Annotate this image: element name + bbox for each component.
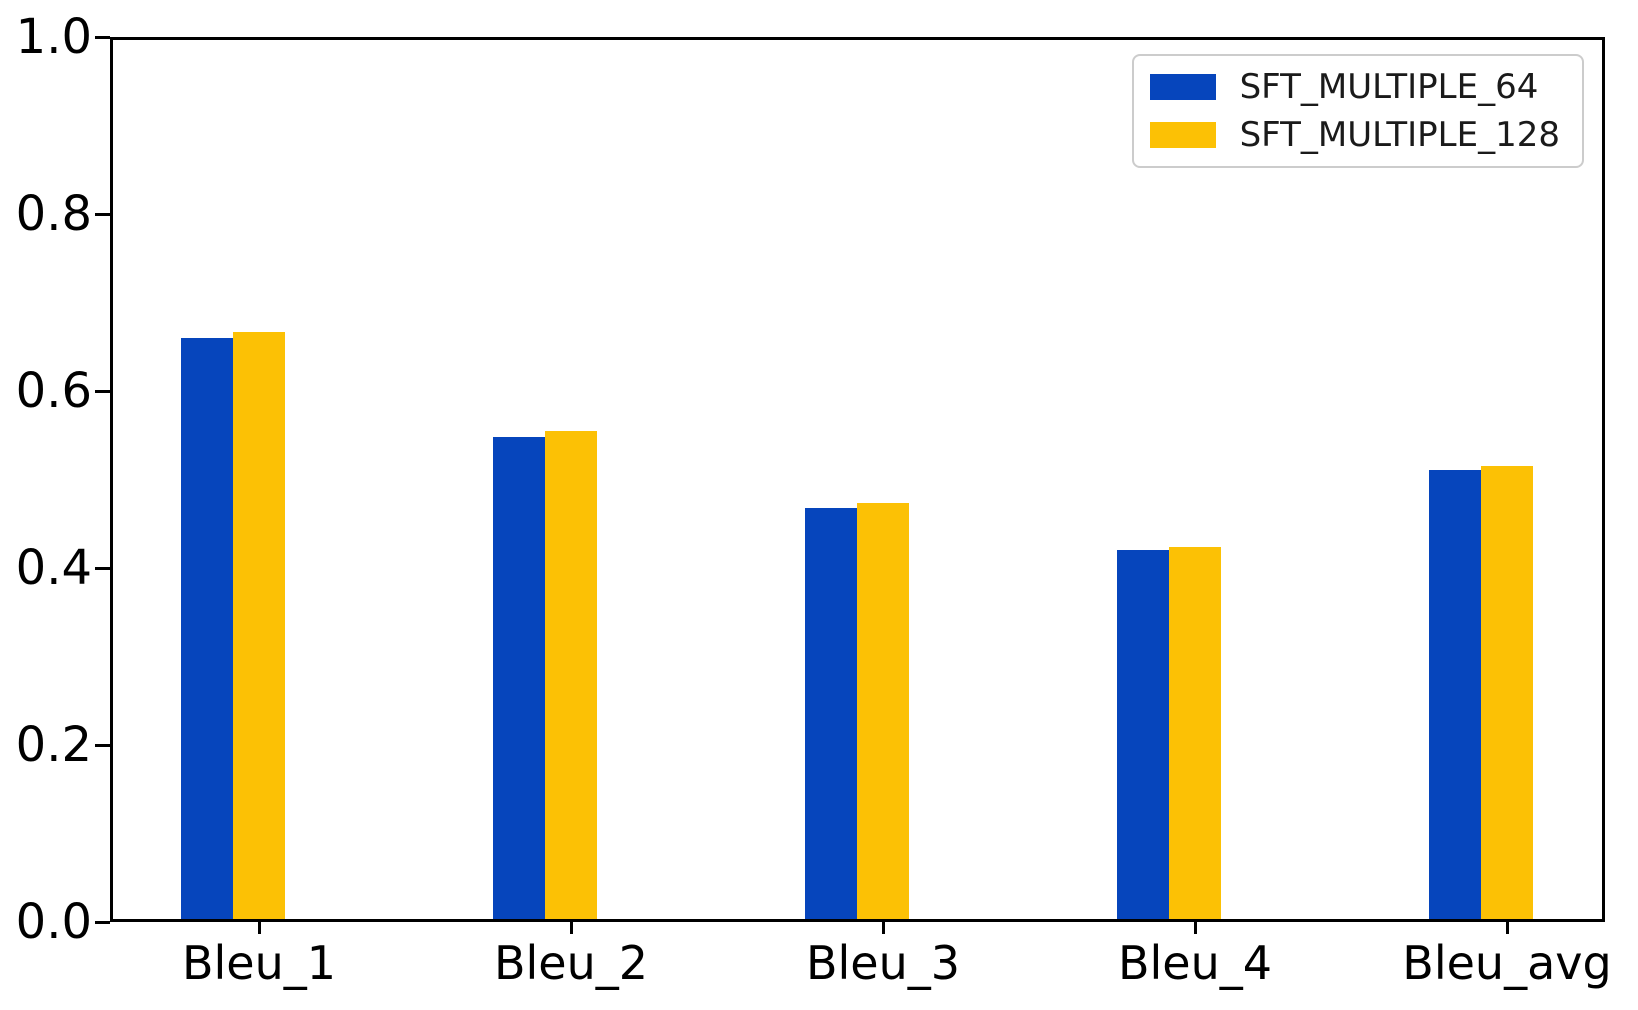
legend-swatch bbox=[1149, 74, 1216, 100]
bars-layer bbox=[113, 40, 1602, 919]
y-tick-label: 0.6 bbox=[15, 363, 92, 419]
legend-label: SFT_MULTIPLE_64 bbox=[1239, 67, 1539, 107]
y-tick-label: 0.2 bbox=[15, 717, 92, 773]
x-tick-label-Bleu_3: Bleu_3 bbox=[805, 936, 961, 990]
bar-SFT_MULTIPLE_64-Bleu_3 bbox=[805, 508, 857, 919]
y-tick-mark bbox=[95, 743, 110, 747]
bar-SFT_MULTIPLE_64-Bleu_2 bbox=[493, 437, 545, 919]
plot-area: SFT_MULTIPLE_64 SFT_MULTIPLE_128 bbox=[110, 37, 1605, 922]
x-tick-label-Bleu_4: Bleu_4 bbox=[1117, 936, 1273, 990]
x-tick-mark bbox=[257, 922, 261, 934]
legend-label: SFT_MULTIPLE_128 bbox=[1239, 115, 1560, 155]
y-tick-mark bbox=[95, 566, 110, 570]
y-tick-label: 1.0 bbox=[15, 9, 92, 65]
y-tick-mark bbox=[95, 212, 110, 216]
bar-SFT_MULTIPLE_128-Bleu_avg bbox=[1481, 466, 1533, 919]
bar-SFT_MULTIPLE_64-Bleu_avg bbox=[1429, 470, 1481, 919]
y-tick-label: 0.0 bbox=[15, 894, 92, 950]
bar-SFT_MULTIPLE_128-Bleu_3 bbox=[857, 503, 909, 919]
legend-entry: SFT_MULTIPLE_64 bbox=[1149, 67, 1560, 107]
x-tick-label-Bleu_avg: Bleu_avg bbox=[1402, 936, 1612, 990]
x-tick-mark bbox=[1193, 922, 1197, 934]
bar-SFT_MULTIPLE_128-Bleu_2 bbox=[545, 431, 597, 919]
y-tick-label: 0.4 bbox=[15, 540, 92, 596]
bar-SFT_MULTIPLE_128-Bleu_1 bbox=[233, 332, 285, 919]
x-tick-mark bbox=[569, 922, 573, 934]
legend-entry: SFT_MULTIPLE_128 bbox=[1149, 115, 1560, 155]
bar-SFT_MULTIPLE_64-Bleu_1 bbox=[181, 338, 233, 919]
bar-SFT_MULTIPLE_128-Bleu_4 bbox=[1169, 547, 1221, 919]
y-tick-mark bbox=[95, 389, 110, 393]
y-tick-label: 0.8 bbox=[15, 186, 92, 242]
x-tick-label-Bleu_2: Bleu_2 bbox=[493, 936, 649, 990]
x-tick-mark bbox=[881, 922, 885, 934]
y-tick-mark bbox=[95, 35, 110, 39]
x-tick-mark bbox=[1505, 922, 1509, 934]
y-tick-mark bbox=[95, 920, 110, 924]
bar-SFT_MULTIPLE_64-Bleu_4 bbox=[1117, 550, 1169, 919]
legend: SFT_MULTIPLE_64 SFT_MULTIPLE_128 bbox=[1131, 54, 1584, 168]
x-tick-label-Bleu_1: Bleu_1 bbox=[181, 936, 337, 990]
legend-swatch bbox=[1149, 122, 1216, 148]
